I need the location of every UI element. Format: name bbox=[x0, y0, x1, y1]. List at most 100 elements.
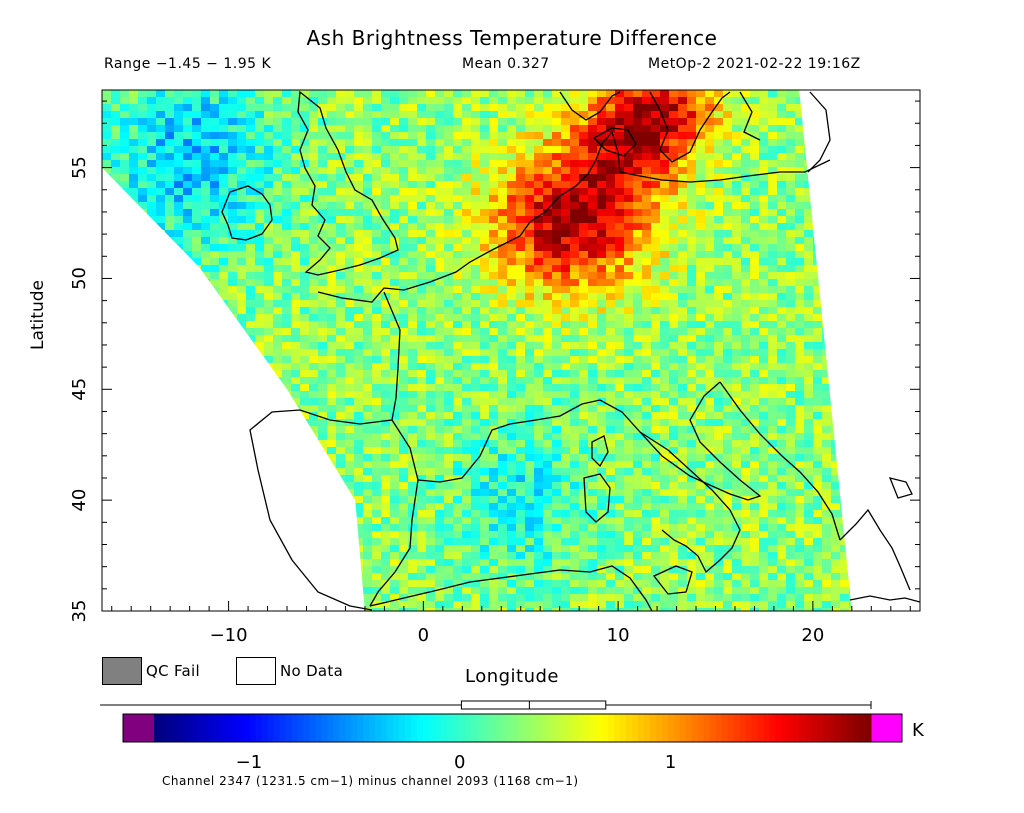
heatmap-cell bbox=[741, 195, 750, 202]
heatmap-cell bbox=[633, 90, 642, 97]
heatmap-cell bbox=[147, 111, 156, 118]
heatmap-cell bbox=[615, 398, 624, 405]
heatmap-cell bbox=[696, 230, 705, 237]
heatmap-cell bbox=[597, 195, 606, 202]
heatmap-cell bbox=[696, 335, 705, 342]
heatmap-cell bbox=[777, 223, 786, 230]
heatmap-cell bbox=[489, 349, 498, 356]
heatmap-cell bbox=[579, 363, 588, 370]
heatmap-cell bbox=[570, 279, 579, 286]
heatmap-cell bbox=[723, 279, 732, 286]
heatmap-cell bbox=[786, 349, 795, 356]
heatmap-cell bbox=[534, 237, 543, 244]
heatmap-cell bbox=[336, 356, 345, 363]
heatmap-cell bbox=[345, 188, 354, 195]
heatmap-cell bbox=[867, 216, 876, 223]
heatmap-cell bbox=[849, 139, 852, 146]
heatmap-cell bbox=[840, 188, 849, 195]
heatmap-cell bbox=[228, 447, 237, 454]
heatmap-cell bbox=[651, 167, 660, 174]
heatmap-cell bbox=[165, 167, 174, 174]
heatmap-cell bbox=[201, 202, 210, 209]
heatmap-cell bbox=[669, 342, 678, 349]
heatmap-cell bbox=[291, 419, 300, 426]
heatmap-cell bbox=[507, 314, 516, 321]
heatmap-cell bbox=[867, 384, 876, 391]
heatmap-cell bbox=[201, 419, 210, 426]
heatmap-cell bbox=[840, 454, 849, 461]
heatmap-cell bbox=[183, 251, 192, 258]
heatmap-cell bbox=[417, 335, 426, 342]
heatmap-cell bbox=[129, 440, 138, 447]
heatmap-cell bbox=[300, 118, 309, 125]
heatmap-cell bbox=[741, 237, 750, 244]
heatmap-cell bbox=[147, 181, 156, 188]
heatmap-cell bbox=[219, 265, 228, 272]
heatmap-cell bbox=[525, 223, 534, 230]
heatmap-cell bbox=[768, 286, 777, 293]
heatmap-cell bbox=[417, 153, 426, 160]
heatmap-cell bbox=[687, 363, 696, 370]
heatmap-cell bbox=[741, 426, 750, 433]
heatmap-cell bbox=[480, 230, 489, 237]
heatmap-cell bbox=[669, 328, 678, 335]
heatmap-cell bbox=[525, 265, 534, 272]
heatmap-cell bbox=[129, 363, 138, 370]
heatmap-cell bbox=[849, 132, 852, 139]
heatmap-cell bbox=[777, 174, 786, 181]
heatmap-cell bbox=[111, 412, 120, 419]
heatmap-cell bbox=[777, 412, 786, 419]
heatmap-cell bbox=[480, 272, 489, 279]
heatmap-cell bbox=[795, 321, 804, 328]
heatmap-cell bbox=[138, 370, 147, 377]
heatmap-cell bbox=[606, 258, 615, 265]
heatmap-cell bbox=[327, 237, 336, 244]
heatmap-cell bbox=[111, 188, 120, 195]
heatmap-cell bbox=[435, 174, 444, 181]
heatmap-cell bbox=[624, 146, 633, 153]
heatmap-cell bbox=[381, 356, 390, 363]
heatmap-cell bbox=[228, 209, 237, 216]
heatmap-cell bbox=[282, 125, 291, 132]
heatmap-cell bbox=[642, 370, 651, 377]
heatmap-cell bbox=[651, 153, 660, 160]
heatmap-cell bbox=[516, 209, 525, 216]
heatmap-cell bbox=[660, 90, 669, 97]
heatmap-cell bbox=[246, 370, 255, 377]
heatmap-cell bbox=[588, 202, 597, 209]
heatmap-cell bbox=[858, 160, 867, 167]
heatmap-cell bbox=[606, 447, 615, 454]
heatmap-cell bbox=[372, 426, 381, 433]
heatmap-cell bbox=[246, 363, 255, 370]
heatmap-cell bbox=[867, 321, 876, 328]
heatmap-cell bbox=[876, 300, 885, 307]
heatmap-cell bbox=[840, 405, 849, 412]
heatmap-cell bbox=[408, 426, 417, 433]
heatmap-cell bbox=[759, 265, 768, 272]
heatmap-cell bbox=[102, 153, 111, 160]
heatmap-cell bbox=[615, 111, 624, 118]
heatmap-cell bbox=[678, 461, 687, 468]
heatmap-cell bbox=[570, 286, 579, 293]
heatmap-cell bbox=[183, 230, 192, 237]
heatmap-cell bbox=[354, 286, 363, 293]
heatmap-cell bbox=[714, 153, 723, 160]
heatmap-cell bbox=[903, 293, 912, 300]
heatmap-cell bbox=[750, 398, 759, 405]
heatmap-cell bbox=[651, 398, 660, 405]
heatmap-cell bbox=[480, 349, 489, 356]
heatmap-cell bbox=[399, 349, 408, 356]
heatmap-cell bbox=[336, 328, 345, 335]
heatmap-cell bbox=[336, 447, 345, 454]
heatmap-cell bbox=[399, 139, 408, 146]
heatmap-cell bbox=[219, 202, 228, 209]
heatmap-cell bbox=[759, 433, 768, 440]
heatmap-cell bbox=[480, 363, 489, 370]
heatmap-cell bbox=[786, 132, 795, 139]
heatmap-cell bbox=[111, 433, 120, 440]
heatmap-cell bbox=[255, 335, 264, 342]
heatmap-cell bbox=[129, 272, 138, 279]
heatmap-cell bbox=[138, 237, 147, 244]
heatmap-cell bbox=[849, 412, 852, 419]
heatmap-cell bbox=[201, 307, 210, 314]
